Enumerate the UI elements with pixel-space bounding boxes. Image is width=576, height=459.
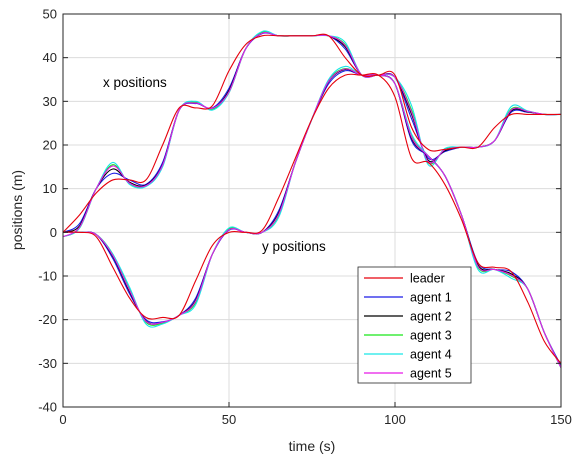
legend-label-agent-5: agent 5 bbox=[410, 367, 452, 381]
y-tick-label: 0 bbox=[50, 225, 57, 240]
plot-area bbox=[63, 14, 561, 407]
annotation-x-positions: x positions bbox=[103, 75, 167, 90]
legend: leader agent 1 agent 2 agent 3 agent 4 agent … bbox=[357, 266, 472, 384]
grid-lines bbox=[63, 14, 561, 407]
x-tick-label: 150 bbox=[550, 412, 572, 427]
y-tick-label: -40 bbox=[38, 400, 57, 415]
y-tick-label: 10 bbox=[43, 181, 57, 196]
y-tick-label: -20 bbox=[38, 312, 57, 327]
annotation-y-positions: y positions bbox=[262, 239, 326, 254]
y-tick-label: 30 bbox=[43, 94, 57, 109]
tick-labels: 0 50 100 150 -40 -30 -20 -10 0 10 20 30 40 50 bbox=[38, 7, 572, 428]
tick-marks bbox=[62, 13, 562, 408]
series-line-leader-y bbox=[62, 72, 562, 364]
y-tick-label: 50 bbox=[43, 7, 57, 22]
series-line-leader-x bbox=[62, 33, 561, 233]
y-axis-title: positions (m) bbox=[9, 170, 25, 250]
x-tick-label: 0 bbox=[59, 412, 66, 427]
legend-label-agent-3: agent 3 bbox=[410, 329, 452, 343]
series-layer bbox=[62, 30, 562, 368]
y-tick-label: 20 bbox=[43, 138, 57, 153]
legend-label-agent-4: agent 4 bbox=[410, 348, 452, 362]
legend-label-agent-1: agent 1 bbox=[410, 291, 452, 305]
x-axis-title: time (s) bbox=[289, 438, 336, 454]
y-tick-label: -30 bbox=[38, 356, 57, 371]
legend-box bbox=[357, 266, 472, 384]
x-tick-label: 50 bbox=[222, 412, 236, 427]
y-tick-label: 40 bbox=[43, 50, 57, 65]
legend-label-leader: leader bbox=[410, 272, 445, 286]
legend-label-agent-2: agent 2 bbox=[410, 310, 452, 324]
axes-box bbox=[62, 13, 562, 408]
y-tick-label: -10 bbox=[38, 269, 57, 284]
legend-items: leader agent 1 agent 2 agent 3 agent 4 agent … bbox=[364, 272, 452, 381]
x-tick-label: 100 bbox=[384, 412, 406, 427]
